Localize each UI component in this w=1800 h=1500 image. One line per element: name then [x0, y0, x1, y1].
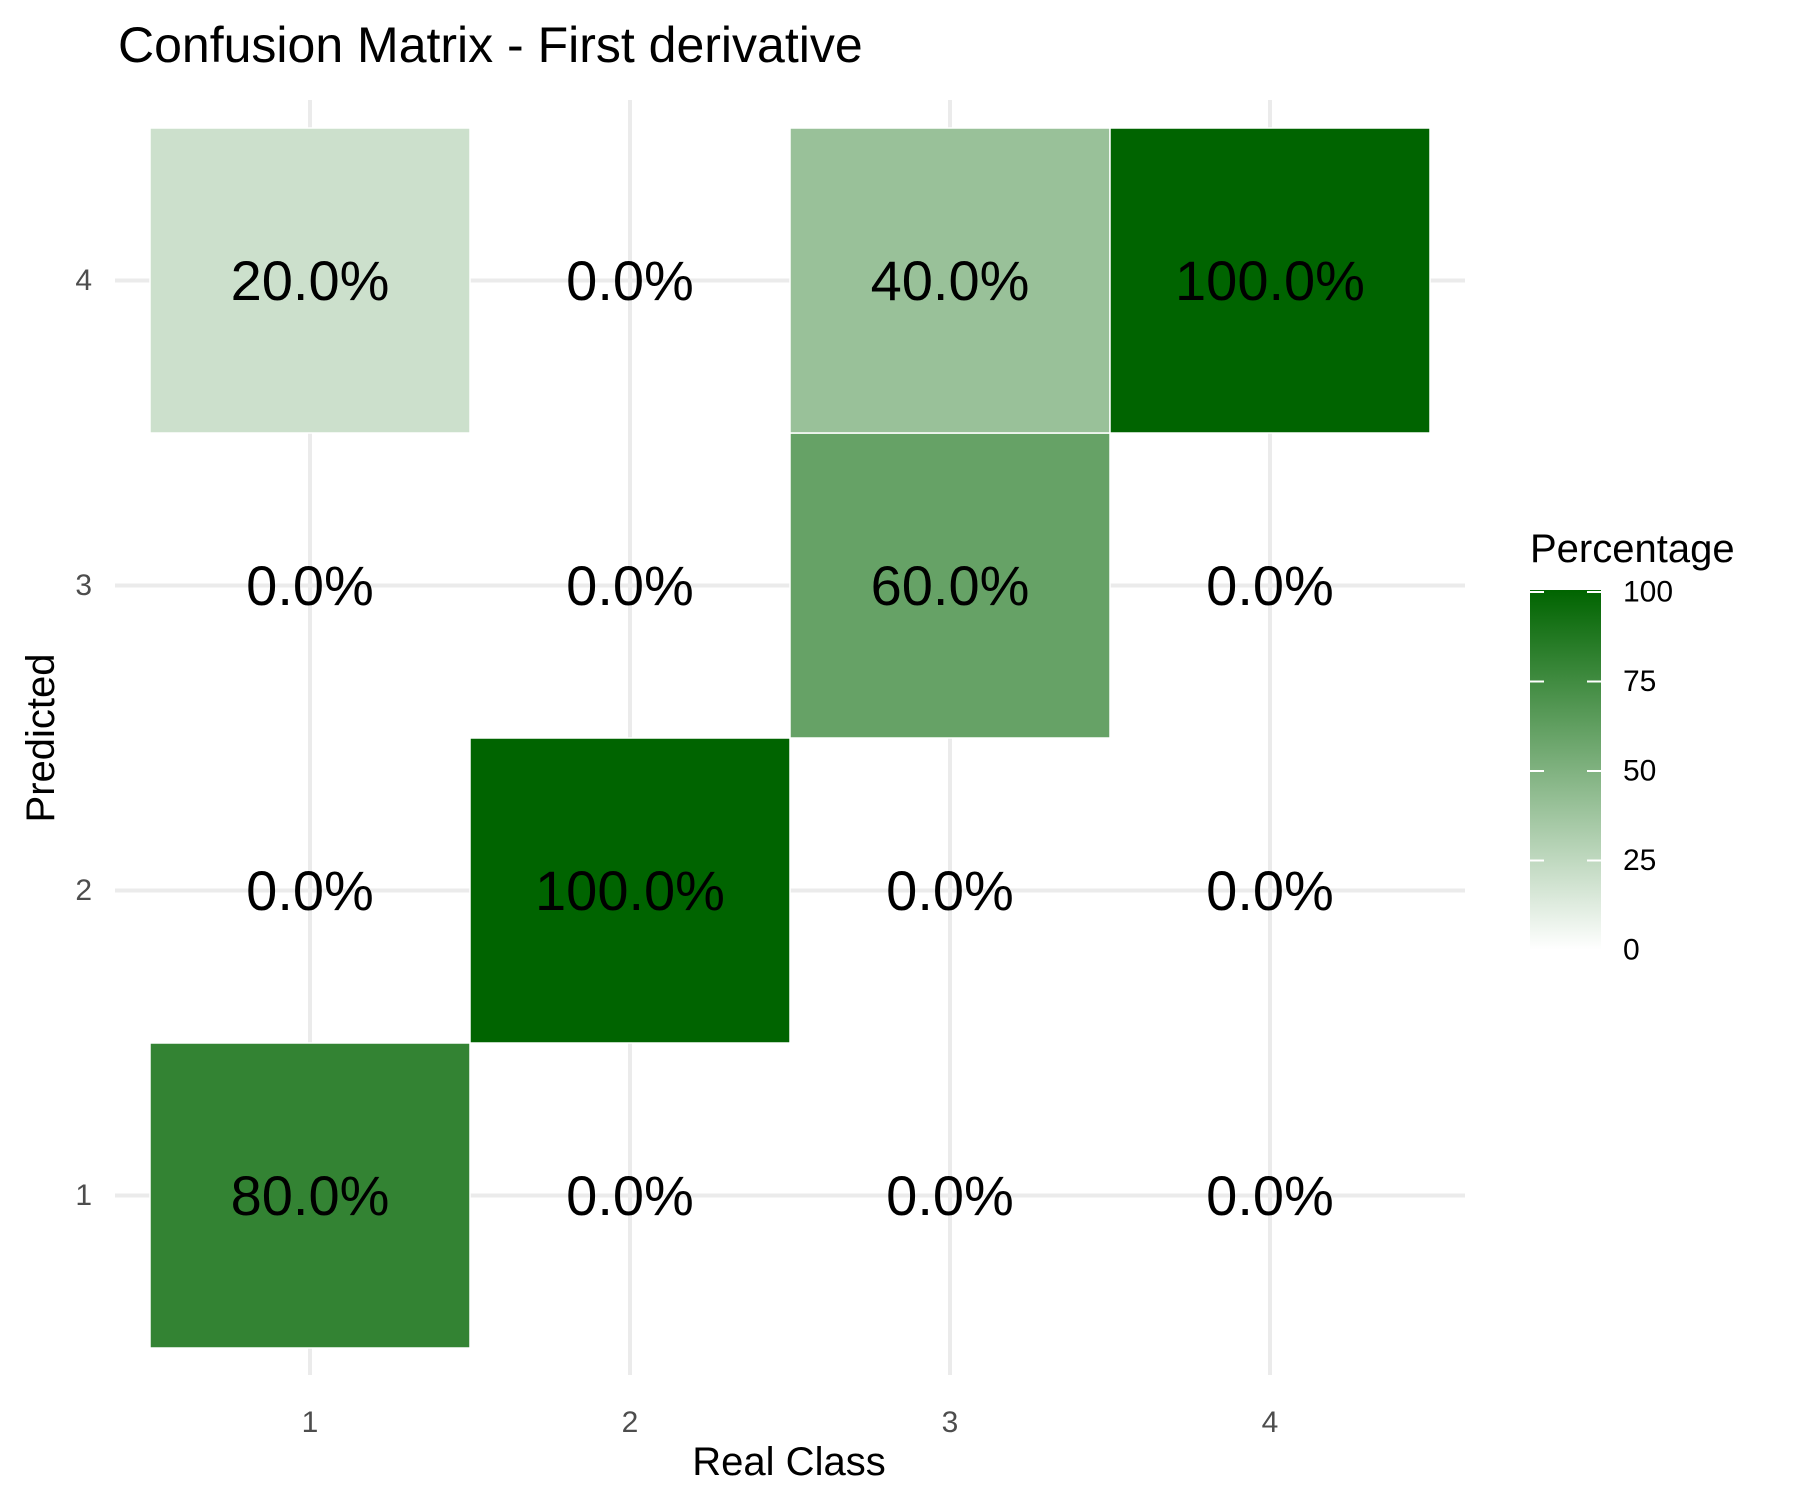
cell-labels: 80.0% 0.0% 0.0% 20.0% 0.0% 100.0% 0.0% 0.0% 0.0%… — [231, 249, 1365, 1227]
legend-tick-label-50: 50 — [1623, 755, 1656, 788]
cell-label-real-1-pred-4: 20.0% — [231, 249, 390, 312]
y-axis-title: Predicted — [19, 654, 63, 823]
cell-label-real-1-pred-1: 80.0% — [231, 1164, 390, 1227]
cell-label-real-4-pred-1: 0.0% — [1206, 1164, 1334, 1227]
chart-title: Confusion Matrix - First derivative — [118, 17, 863, 73]
cell-label-real-1-pred-3: 0.0% — [246, 554, 374, 617]
cell-label-real-4-pred-2: 0.0% — [1206, 859, 1334, 922]
x-tick-label-4: 4 — [1262, 1406, 1279, 1439]
heatmap-cell-real-4-pred-4 — [1109, 127, 1431, 434]
heatmap-cell-real-2-pred-2 — [469, 737, 791, 1044]
legend: Percentage 0 25 50 75 100 — [1530, 527, 1735, 967]
heatmap-cell-real-1-pred-4 — [149, 127, 471, 434]
x-tick-label-3: 3 — [942, 1406, 959, 1439]
legend-title: Percentage — [1530, 527, 1735, 571]
x-axis-title: Real Class — [692, 1440, 885, 1484]
cell-label-real-1-pred-2: 0.0% — [246, 859, 374, 922]
y-tick-label-1: 1 — [75, 1179, 92, 1212]
cell-label-real-3-pred-3: 60.0% — [871, 554, 1030, 617]
legend-ticks: 0 25 50 75 100 — [1530, 576, 1673, 967]
legend-tick-label-0: 0 — [1623, 934, 1640, 967]
heatmap-cell-real-3-pred-3 — [789, 432, 1111, 739]
cell-label-real-2-pred-3: 0.0% — [566, 554, 694, 617]
y-tick-label-4: 4 — [75, 264, 92, 297]
legend-tick-label-75: 75 — [1623, 665, 1656, 698]
y-tick-label-3: 3 — [75, 569, 92, 602]
cell-label-real-3-pred-2: 0.0% — [886, 859, 1014, 922]
cell-label-real-2-pred-4: 0.0% — [566, 249, 694, 312]
legend-tick-label-25: 25 — [1623, 844, 1656, 877]
x-axis-ticks: 1 2 3 4 — [302, 1406, 1279, 1439]
cell-label-real-3-pred-1: 0.0% — [886, 1164, 1014, 1227]
legend-tick-label-100: 100 — [1623, 576, 1673, 609]
y-tick-label-2: 2 — [75, 874, 92, 907]
heatmap-cell-real-1-pred-1 — [149, 1042, 471, 1349]
cell-label-real-2-pred-2: 100.0% — [535, 859, 725, 922]
x-tick-label-1: 1 — [302, 1406, 319, 1439]
x-tick-label-2: 2 — [622, 1406, 639, 1439]
heatmap-cells — [149, 127, 1431, 1349]
cell-label-real-2-pred-1: 0.0% — [566, 1164, 694, 1227]
cell-label-real-4-pred-3: 0.0% — [1206, 554, 1334, 617]
cell-label-real-4-pred-4: 100.0% — [1175, 249, 1365, 312]
y-axis-ticks: 1 2 3 4 — [75, 264, 92, 1212]
cell-label-real-3-pred-4: 40.0% — [871, 249, 1030, 312]
